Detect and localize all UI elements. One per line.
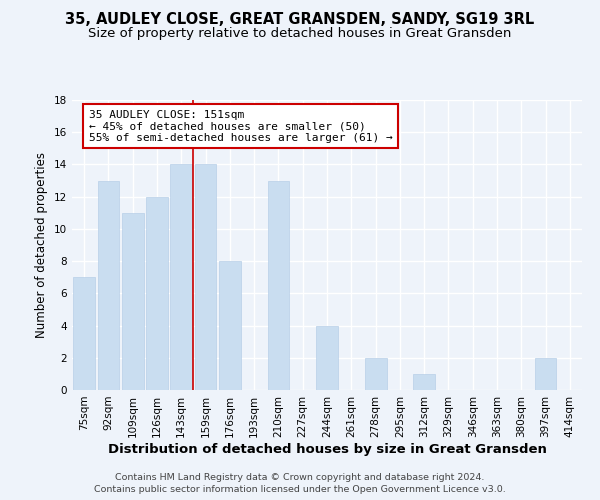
Bar [122,213,143,390]
Bar [535,358,556,390]
Bar [219,261,241,390]
Bar [268,180,289,390]
Text: Size of property relative to detached houses in Great Gransden: Size of property relative to detached ho… [88,28,512,40]
Bar [73,277,95,390]
Bar [170,164,192,390]
Text: 35, AUDLEY CLOSE, GREAT GRANSDEN, SANDY, SG19 3RL: 35, AUDLEY CLOSE, GREAT GRANSDEN, SANDY,… [65,12,535,28]
Text: Distribution of detached houses by size in Great Gransden: Distribution of detached houses by size … [107,442,547,456]
Bar [413,374,435,390]
Text: Contains public sector information licensed under the Open Government Licence v3: Contains public sector information licen… [94,485,506,494]
Bar [97,180,119,390]
Bar [146,196,168,390]
Text: Contains HM Land Registry data © Crown copyright and database right 2024.: Contains HM Land Registry data © Crown c… [115,472,485,482]
Bar [194,164,217,390]
Y-axis label: Number of detached properties: Number of detached properties [35,152,49,338]
Bar [316,326,338,390]
Bar [365,358,386,390]
Text: 35 AUDLEY CLOSE: 151sqm
← 45% of detached houses are smaller (50)
55% of semi-de: 35 AUDLEY CLOSE: 151sqm ← 45% of detache… [89,110,393,143]
